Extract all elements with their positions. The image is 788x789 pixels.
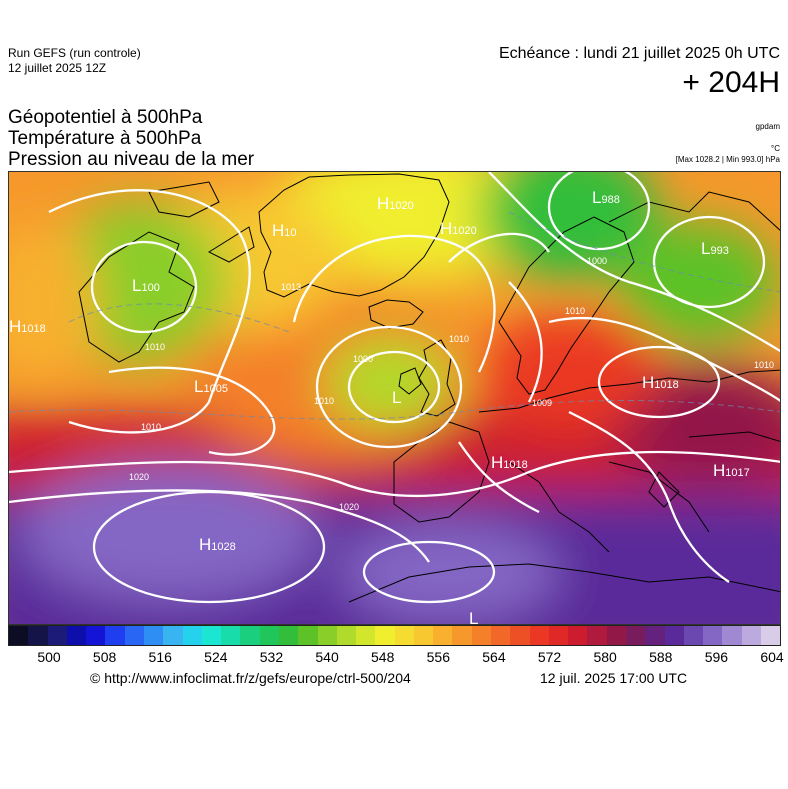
color-swatch	[259, 626, 279, 645]
isobar-label: 1020	[339, 502, 359, 512]
color-swatch	[9, 626, 29, 645]
scale-tick-label: 604	[760, 649, 784, 665]
color-swatch	[298, 626, 318, 645]
pressure-center: H1018	[491, 453, 528, 472]
pressure-center: L	[392, 388, 401, 407]
color-swatch	[722, 626, 742, 645]
color-swatch	[664, 626, 684, 645]
pressure-max-min: [Max 1028.2 | Min 993.0] hPa	[675, 155, 780, 164]
color-swatch	[66, 626, 87, 645]
color-swatch	[240, 626, 260, 645]
isobar-label: 1010	[449, 334, 469, 344]
pressure-center: L988	[592, 188, 620, 207]
scale-tick-label: 548	[371, 649, 395, 665]
pressure-center: H1018	[9, 317, 46, 336]
pressure-center: H1018	[642, 373, 679, 392]
variable-pressure: Pression au niveau de la mer	[8, 149, 255, 170]
color-swatch	[683, 626, 704, 645]
color-swatch	[568, 626, 588, 645]
pressure-center: H10	[272, 221, 297, 240]
variable-temperature: Température à 500hPa	[8, 128, 202, 149]
color-swatch	[491, 626, 511, 645]
color-swatch	[28, 626, 48, 645]
run-label: Run GEFS (run controle)	[8, 46, 141, 60]
color-swatch	[356, 626, 376, 645]
color-swatch	[626, 626, 646, 645]
isobar-labels: 1013 1010 1010 1000 1010 1010 1000 1010 …	[129, 256, 774, 512]
color-swatch	[86, 626, 106, 645]
scale-tick-label: 596	[704, 649, 729, 665]
variable-geopotential: Géopotentiel à 500hPa	[8, 107, 203, 128]
isobar-label: 1010	[754, 360, 774, 370]
scale-tick-label: 540	[315, 649, 339, 665]
color-swatch	[47, 626, 67, 645]
pressure-center: H1020	[377, 194, 414, 213]
color-swatch	[529, 626, 549, 645]
scale-tick-label: 532	[259, 649, 284, 665]
scale-tick-label: 500	[37, 649, 61, 665]
isobar-label: 1010	[314, 396, 334, 406]
pressure-centers: H1020 H10 H1020 L988 L993 L100 H1018 L10…	[9, 188, 750, 625]
color-swatch	[124, 626, 144, 645]
pressure-center: L1005	[194, 377, 228, 396]
isobar-label: 1009	[532, 398, 552, 408]
color-scale	[8, 625, 781, 646]
color-swatch	[105, 626, 125, 645]
unit-gpdam: gpdam	[755, 122, 780, 131]
scale-tick-label: 508	[92, 649, 117, 665]
isobar-label: 1020	[129, 472, 149, 482]
run-date: 12 juillet 2025 12Z	[8, 61, 107, 75]
forecast-hours: + 204H	[682, 66, 780, 99]
color-swatch	[375, 626, 395, 645]
color-swatch	[182, 626, 202, 645]
color-swatch	[471, 626, 492, 645]
scale-tick-label: 588	[649, 649, 673, 665]
color-swatch	[394, 626, 414, 645]
scale-tick-label: 556	[426, 649, 450, 665]
copyright-link[interactable]: © http://www.infoclimat.fr/z/gefs/europe…	[90, 670, 411, 686]
color-swatch	[548, 626, 569, 645]
pressure-center: L100	[132, 276, 160, 295]
color-swatch	[201, 626, 222, 645]
color-swatch	[510, 626, 530, 645]
weather-map: H1020 H10 H1020 L988 L993 L100 H1018 L10…	[8, 171, 781, 625]
scale-tick-label: 572	[537, 649, 562, 665]
isobar-label: 1000	[587, 256, 607, 266]
pressure-center: H1020	[440, 219, 477, 238]
pressure-center: H1017	[713, 461, 750, 480]
isobar-label: 1010	[565, 306, 585, 316]
unit-celsius: °C	[771, 144, 780, 153]
color-swatch	[278, 626, 299, 645]
pressure-center: H1028	[199, 535, 236, 554]
forecast-validity: Echéance : lundi 21 juillet 2025 0h UTC	[498, 45, 780, 62]
color-swatch	[433, 626, 453, 645]
isobar-label: 1013	[281, 282, 301, 292]
scale-tick-label: 564	[482, 649, 506, 665]
color-scale-ticks: 500 508 516 524 532 540 548 556 564 572 580 588 596 6…	[8, 649, 784, 667]
color-swatch	[221, 626, 241, 645]
scale-tick-label: 524	[204, 649, 228, 665]
pressure-center: L	[469, 609, 478, 625]
scale-tick-label: 580	[593, 649, 617, 665]
color-swatch	[163, 626, 183, 645]
isobar-label: 1010	[141, 422, 161, 432]
generation-timestamp: 12 juil. 2025 17:00 UTC	[540, 670, 688, 686]
color-swatch	[317, 626, 337, 645]
color-swatch	[741, 626, 761, 645]
color-swatch	[703, 626, 723, 645]
color-swatch	[143, 626, 164, 645]
isobars-dashed	[9, 211, 780, 420]
color-swatch	[336, 626, 357, 645]
color-swatch	[413, 626, 434, 645]
isobar-label: 1010	[145, 342, 165, 352]
color-swatch	[760, 626, 781, 645]
color-swatch	[587, 626, 607, 645]
color-swatch	[645, 626, 665, 645]
scale-tick-label: 516	[148, 649, 172, 665]
color-swatch	[606, 626, 626, 645]
isobar-label: 1000	[353, 354, 373, 364]
pressure-center: L993	[701, 239, 729, 258]
isobars	[9, 172, 780, 604]
color-swatch	[452, 626, 472, 645]
